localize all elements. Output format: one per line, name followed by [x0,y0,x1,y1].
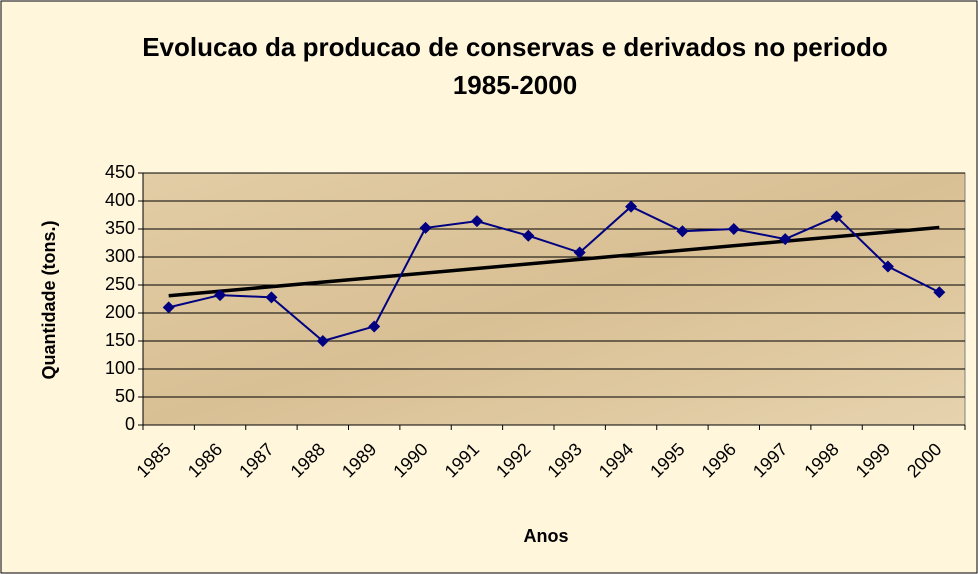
data-point [573,246,586,259]
data-point [727,223,740,235]
y-tick-label: 100 [105,358,135,378]
y-tick-label: 50 [115,386,135,406]
data-point [214,289,227,302]
y-tick-label: 350 [105,218,135,238]
data-point [933,286,946,299]
plot-area [142,172,966,426]
data-point [265,291,278,304]
y-tick-label: 450 [105,162,135,182]
y-tick-label: 0 [125,414,135,434]
chart-title: Evolucao da producao de conservas e deri… [142,32,888,100]
y-tick-label: 250 [105,274,135,294]
y-tick-label: 300 [105,246,135,266]
trendline [168,225,940,298]
data-point [470,215,483,228]
y-axis-label: Quantidade (tons.) [39,221,59,380]
data-point [676,225,689,238]
data-point [779,233,792,246]
y-tick-label: 150 [105,330,135,350]
data-point [522,229,535,242]
x-axis-label: Anos [524,526,569,546]
data-point [625,200,638,213]
data-point [830,210,843,223]
data-point [881,260,894,273]
y-tick-label: 200 [105,302,135,322]
data-point [419,221,432,234]
y-tick-label: 400 [105,190,135,210]
data-point [368,320,381,333]
data-point [162,301,175,314]
data-line [168,205,940,343]
data-point [316,335,329,347]
